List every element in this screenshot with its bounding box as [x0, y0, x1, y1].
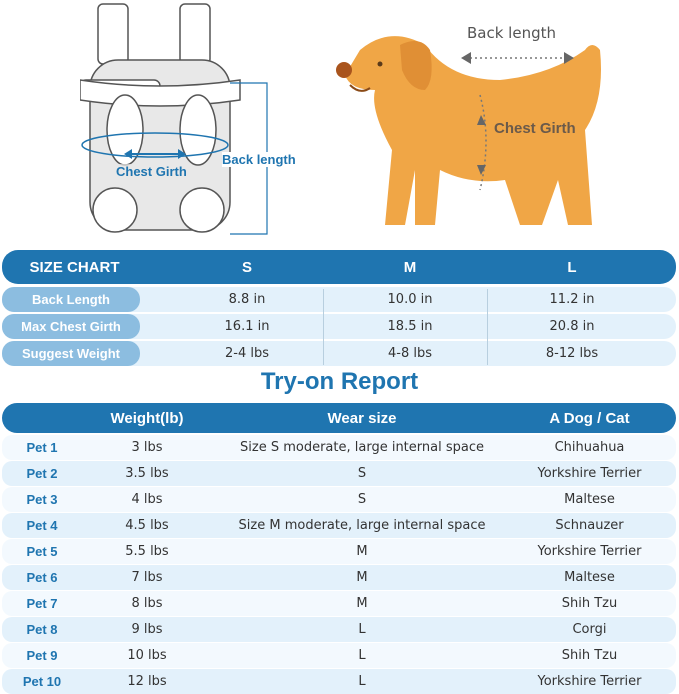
- cell-s: 16.1 in: [224, 319, 270, 334]
- pet-carrier-illustration: [80, 3, 268, 235]
- pet-name: Pet 8: [26, 622, 58, 637]
- pet-name: Pet 2: [26, 466, 58, 481]
- pet-breed: Yorkshire Terrier: [537, 466, 642, 481]
- pet-name: Pet 1: [26, 440, 58, 455]
- pet-weight: 12 lbs: [127, 674, 167, 689]
- size-row-chest-girth: Max Chest Girth 16.1 in 18.5 in 20.8 in: [2, 314, 676, 339]
- pet-weight: 3 lbs: [131, 440, 163, 455]
- size-row-weight: Suggest Weight 2-4 lbs 4-8 lbs 8-12 lbs: [2, 341, 676, 366]
- size-m-header: M: [403, 258, 417, 276]
- pet-weight: 4.5 lbs: [125, 518, 169, 533]
- pet-weight: 7 lbs: [131, 570, 163, 585]
- pet-weight: 10 lbs: [127, 648, 167, 663]
- pet-name: Pet 3: [26, 492, 58, 507]
- pet-name: Pet 4: [26, 518, 58, 533]
- size-chart-header: SIZE CHART S M L: [2, 250, 676, 284]
- cell-l: 11.2 in: [549, 292, 595, 307]
- divider: [323, 289, 324, 365]
- size-chart-title: SIZE CHART: [29, 258, 120, 276]
- size-l-header: L: [567, 258, 577, 276]
- wear-size-header: Wear size: [327, 409, 397, 427]
- carrier-chest-girth-label: Chest Girth: [116, 164, 187, 179]
- report-header: Weight(lb) Wear size A Dog / Cat: [2, 403, 676, 433]
- cell-m: 18.5 in: [387, 319, 433, 334]
- cell-l: 8-12 lbs: [545, 346, 599, 361]
- report-title: Try-on Report: [260, 368, 419, 395]
- pet-name: Pet 7: [26, 596, 58, 611]
- wear-size: M: [356, 544, 368, 559]
- report-row: Pet 9 10 lbs L Shih Tzu: [2, 643, 676, 668]
- back-length-arrow: [461, 52, 574, 64]
- wear-size: M: [356, 596, 368, 611]
- size-row-back-length: Back Length 8.8 in 10.0 in 11.2 in: [2, 287, 676, 312]
- cell-s: 8.8 in: [228, 292, 266, 307]
- wear-size: L: [358, 648, 366, 663]
- pet-breed: Schnauzer: [555, 518, 624, 533]
- cell-m: 4-8 lbs: [387, 346, 432, 361]
- wear-size: Size S moderate, large internal space: [240, 440, 484, 455]
- breed-header: A Dog / Cat: [549, 409, 630, 427]
- report-row: Pet 6 7 lbs M Maltese: [2, 565, 676, 590]
- wear-size: S: [357, 492, 367, 507]
- report-row: Pet 3 4 lbs S Maltese: [2, 487, 676, 512]
- dog-chest-girth-label: Chest Girth: [494, 120, 576, 137]
- report-row: Pet 5 5.5 lbs M Yorkshire Terrier: [2, 539, 676, 564]
- report-row: Pet 7 8 lbs M Shih Tzu: [2, 591, 676, 616]
- wear-size: L: [358, 674, 366, 689]
- chest-girth-arrow: [479, 94, 487, 191]
- pet-breed: Shih Tzu: [561, 596, 618, 611]
- report-row: Pet 4 4.5 lbs Size M moderate, large inter…: [2, 513, 676, 538]
- dog-back-length-label: Back length: [467, 24, 556, 42]
- wear-size: S: [357, 466, 367, 481]
- cell-l: 20.8 in: [549, 319, 595, 334]
- report-row: Pet 2 3.5 lbs S Yorkshire Terrier: [2, 461, 676, 486]
- pet-breed: Maltese: [564, 492, 615, 507]
- size-s-header: S: [241, 258, 252, 276]
- carrier-back-length-label: Back length: [222, 152, 296, 167]
- pet-weight: 5.5 lbs: [125, 544, 169, 559]
- pet-breed: Chihuahua: [554, 440, 625, 455]
- pet-name: Pet 9: [26, 648, 58, 663]
- pet-name: Pet 6: [26, 570, 58, 585]
- wear-size: L: [358, 622, 366, 637]
- row-label: Max Chest Girth: [2, 314, 140, 339]
- wear-size: M: [356, 570, 368, 585]
- divider: [487, 289, 488, 365]
- row-label: Suggest Weight: [2, 341, 140, 366]
- dog-illustration: [336, 36, 601, 225]
- cell-s: 2-4 lbs: [224, 346, 269, 361]
- pet-breed: Shih Tzu: [561, 648, 618, 663]
- cell-m: 10.0 in: [387, 292, 433, 307]
- pet-name: Pet 10: [22, 674, 62, 689]
- pet-name: Pet 5: [26, 544, 58, 559]
- pet-weight: 4 lbs: [131, 492, 163, 507]
- report-row: Pet 10 12 lbs L Yorkshire Terrier: [2, 669, 676, 694]
- pet-weight: 9 lbs: [131, 622, 163, 637]
- pet-breed: Maltese: [564, 570, 615, 585]
- pet-breed: Yorkshire Terrier: [537, 544, 642, 559]
- pet-breed: Yorkshire Terrier: [537, 674, 642, 689]
- weight-header: Weight(lb): [110, 409, 184, 427]
- girth-ellipse: [81, 132, 229, 158]
- report-row: Pet 1 3 lbs Size S moderate, large interna…: [2, 435, 676, 460]
- report-row: Pet 8 9 lbs L Corgi: [2, 617, 676, 642]
- wear-size: Size M moderate, large internal space: [238, 518, 486, 533]
- pet-weight: 8 lbs: [131, 596, 163, 611]
- row-label: Back Length: [2, 287, 140, 312]
- pet-weight: 3.5 lbs: [125, 466, 169, 481]
- pet-breed: Corgi: [572, 622, 607, 637]
